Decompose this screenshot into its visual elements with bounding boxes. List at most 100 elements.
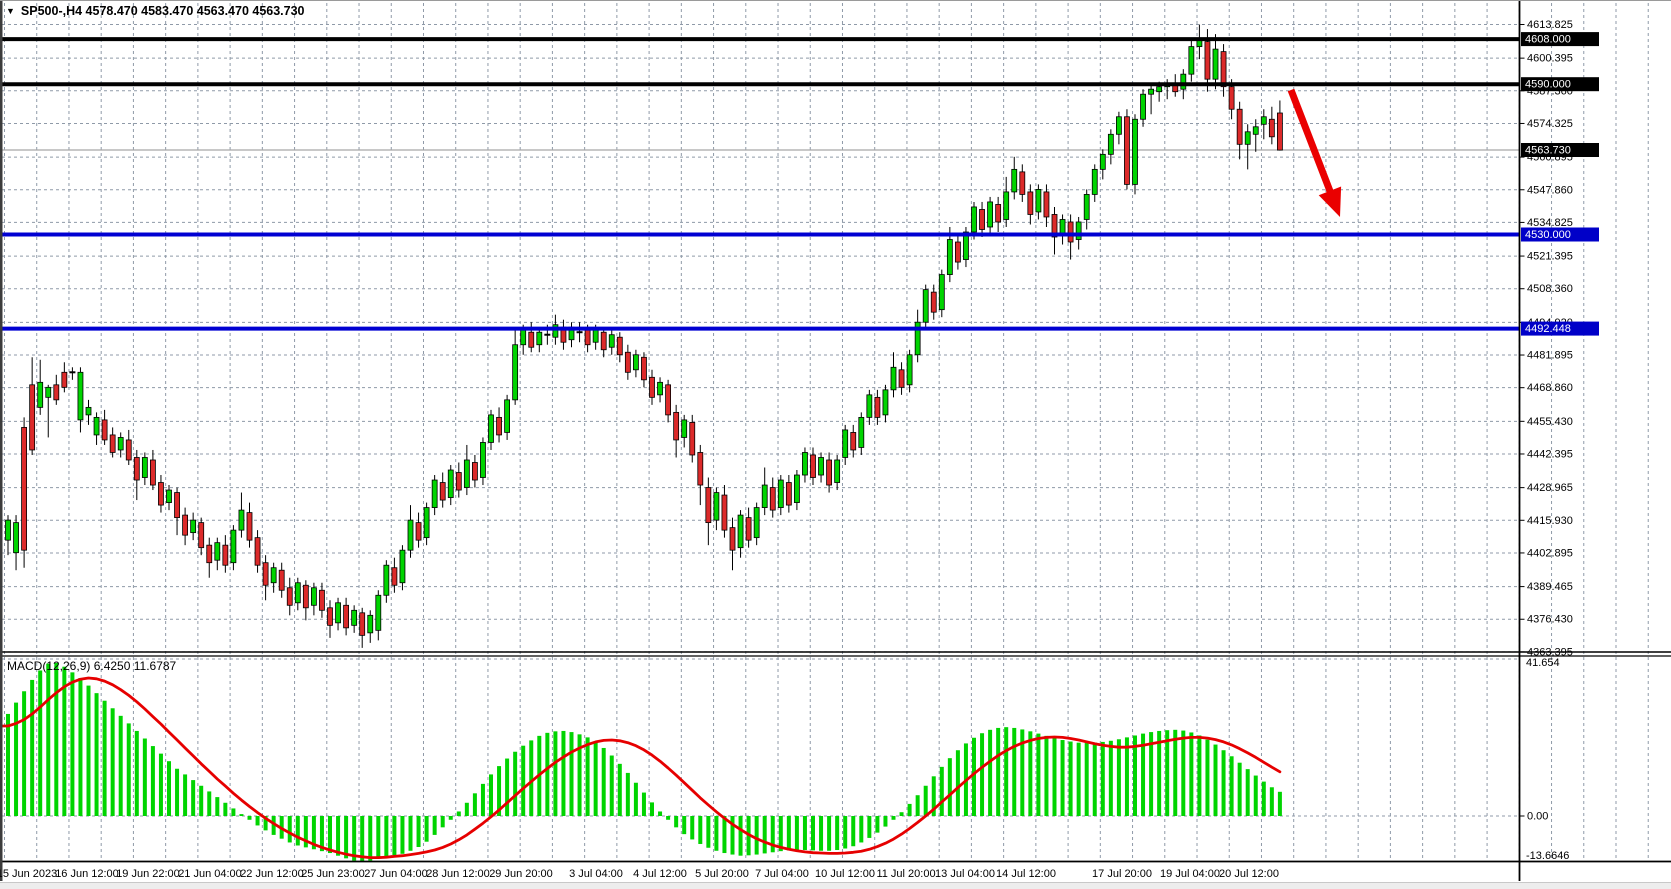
macd-bar <box>786 816 791 851</box>
macd-bar <box>472 793 477 816</box>
candle <box>600 327 607 358</box>
candle <box>987 196 993 235</box>
macd-bar <box>883 816 888 827</box>
macd-bar <box>30 679 35 816</box>
time-tick-label: 14 Jul 12:00 <box>996 868 1056 880</box>
time-tick-label: 22 Jun 12:00 <box>240 868 304 880</box>
macd-bar <box>827 816 832 851</box>
candle <box>310 582 317 616</box>
candle <box>616 332 623 363</box>
candle <box>1091 164 1098 202</box>
candle <box>1107 129 1114 165</box>
candle <box>633 349 639 378</box>
axis-badge-label: 4563.730 <box>1525 145 1571 157</box>
time-tick-label: 5 Jul 20:00 <box>695 868 749 880</box>
macd-bar <box>440 816 445 828</box>
macd-bar <box>682 816 687 835</box>
candle <box>802 447 808 483</box>
macd-bar <box>416 816 421 847</box>
macd-bar <box>1068 741 1073 816</box>
candle <box>190 512 197 541</box>
candle <box>1027 184 1034 225</box>
candle <box>335 597 341 631</box>
candle <box>158 475 164 513</box>
candle <box>327 600 333 638</box>
macd-bar <box>513 751 518 816</box>
candle <box>826 452 832 493</box>
macd-bar <box>706 816 711 848</box>
candle <box>1059 214 1066 245</box>
time-tick-label: 29 Jun 20:00 <box>489 868 553 880</box>
window-left-edge <box>0 1 3 881</box>
time-tick-label: 19 Jul 04:00 <box>1160 868 1220 880</box>
candle <box>697 444 704 506</box>
macd-bar <box>698 816 703 844</box>
symbol-dropdown-icon[interactable]: ▼ <box>6 5 15 16</box>
candle <box>922 284 929 330</box>
candle <box>930 284 937 320</box>
candle <box>471 454 478 488</box>
macd-bar <box>54 662 59 816</box>
macd-bar <box>360 816 365 862</box>
candle <box>1244 124 1251 170</box>
candle <box>455 462 462 498</box>
candle <box>488 409 494 450</box>
macd-bar <box>328 816 332 854</box>
macd-bar <box>231 808 236 816</box>
candle <box>278 562 285 598</box>
macd-bar <box>448 816 453 820</box>
macd-bar <box>980 733 985 816</box>
candle <box>673 404 680 458</box>
candle <box>262 555 269 601</box>
macd-bar <box>464 802 469 816</box>
candle <box>882 384 889 423</box>
price-tick-label: 4428.965 <box>1527 482 1573 494</box>
price-tick-label: 4442.395 <box>1527 448 1573 460</box>
candle <box>1148 84 1154 115</box>
candle <box>914 309 921 363</box>
macd-bar <box>730 816 735 855</box>
trend-arrow[interactable] <box>1287 88 1342 217</box>
candle <box>1116 111 1122 145</box>
macd-bar <box>778 816 783 852</box>
macd-bar <box>561 730 566 816</box>
macd-bar <box>641 792 646 816</box>
time-tick-label: 28 Jun 12:00 <box>426 868 490 880</box>
candle <box>794 470 800 511</box>
macd-bar <box>1149 732 1154 816</box>
macd-bar <box>489 774 493 816</box>
candle <box>624 344 631 380</box>
candle <box>1260 109 1267 140</box>
macd-bar <box>996 727 1001 816</box>
macd-bar <box>368 816 373 861</box>
time-tick-label: 10 Jul 12:00 <box>815 868 875 880</box>
grid-layer <box>2 3 1649 861</box>
candle <box>125 429 132 465</box>
chart-title-bar: ▼ SP500-,H4 4578.470 4583.470 4563.470 4… <box>6 4 305 18</box>
axis-badge: 4530.000 <box>1521 227 1599 242</box>
candle <box>1132 114 1138 195</box>
macd-bar <box>1124 737 1129 816</box>
macd-bar <box>505 758 510 816</box>
macd-bar <box>835 816 840 851</box>
macd-bar <box>1205 739 1210 816</box>
macd-bar <box>1044 735 1049 816</box>
candle <box>729 517 736 571</box>
bottom-scroll-strip[interactable] <box>0 882 1671 889</box>
macd-axis[interactable]: 41.654 0.00 -13.6646 <box>1519 657 1570 862</box>
macd-bar <box>738 816 743 856</box>
macd-bar <box>553 731 558 816</box>
chart-title: SP500-,H4 4578.470 4583.470 4563.470 456… <box>20 4 305 18</box>
macd-bar <box>62 666 67 816</box>
time-tick-label: 3 Jul 04:00 <box>569 868 623 880</box>
price-axis[interactable]: 4613.8254600.3954587.3604574.3254560.895… <box>1519 19 1573 658</box>
macd-bar <box>1277 791 1282 816</box>
macd-bar <box>1261 781 1266 816</box>
macd-bar <box>867 816 872 838</box>
macd-bar <box>1173 729 1178 816</box>
price-tick-label: 4455.430 <box>1527 416 1573 428</box>
macd-bar <box>1141 733 1146 816</box>
candle <box>979 201 985 238</box>
